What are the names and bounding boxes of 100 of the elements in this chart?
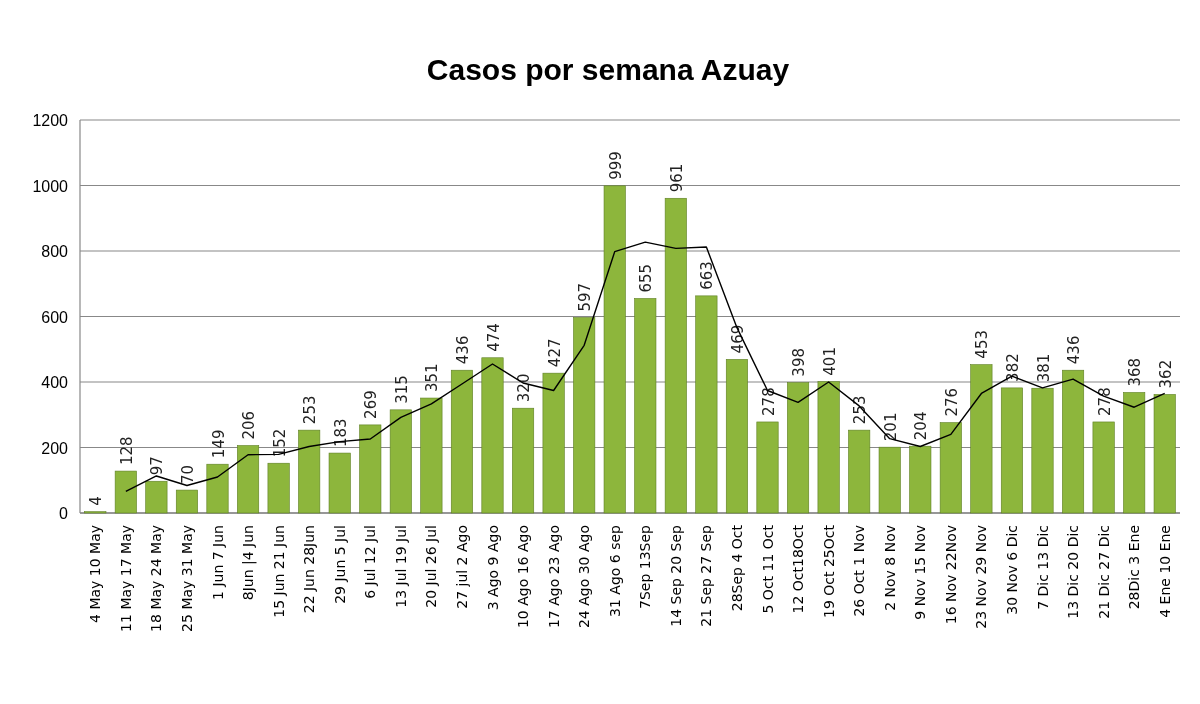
bar (1092, 421, 1115, 514)
x-tick-label: 16 Nov 22Nov (942, 525, 959, 625)
data-label: 201 (881, 412, 900, 442)
data-label: 315 (392, 375, 411, 404)
bar (939, 422, 962, 514)
data-label: 597 (576, 282, 595, 312)
x-tick-label: 6 Jul 12 Jul (362, 525, 379, 599)
x-tick-label: 7 Dic 13 Dic (1034, 525, 1051, 610)
bar (573, 317, 596, 514)
y-tick-label: 1200 (32, 112, 69, 129)
x-tick-label: 25 May 31 May (178, 525, 195, 632)
bar (542, 372, 565, 514)
bar (878, 446, 901, 514)
data-label: 206 (240, 410, 259, 440)
x-tick-label: 13 Jul 19 Jul (392, 525, 409, 608)
bar (359, 424, 382, 514)
x-tick-label: 10 Ago 16 Ago (515, 525, 532, 629)
bar (1153, 394, 1176, 514)
x-tick-label: 21 Dic 27 Dic (1095, 525, 1112, 619)
data-label: 204 (912, 411, 931, 441)
bar (145, 480, 168, 514)
bar (267, 462, 290, 514)
x-tick-label: 22 Jun 28Jun (301, 525, 318, 614)
data-label: 999 (606, 151, 625, 180)
data-label: 149 (209, 429, 228, 459)
x-tick-label: 8Jun |4 Jun (240, 525, 258, 601)
data-label: 320 (515, 373, 534, 403)
bar (450, 369, 473, 514)
data-label: 4 (87, 496, 106, 506)
data-label: 453 (973, 330, 992, 359)
data-label: 401 (820, 347, 839, 376)
data-label: 70 (178, 464, 197, 485)
data-label: 253 (851, 395, 870, 425)
x-tick-label: 31 Ago 6 sep (606, 524, 623, 617)
x-tick-label: 29 Jun 5 Jul (331, 525, 348, 604)
x-tick-label: 3 Ago 9 Ago (484, 525, 501, 611)
bar (512, 407, 535, 514)
data-label: 655 (637, 263, 656, 293)
x-tick-label: 27 jul 2 Ago (453, 525, 470, 609)
data-label: 469 (728, 324, 747, 354)
x-tick-label: 20 Jul 26 Jul (423, 525, 440, 608)
data-label: 398 (790, 348, 809, 377)
bar (1123, 392, 1146, 514)
data-label: 269 (362, 390, 381, 419)
bar (389, 409, 412, 514)
bar (725, 359, 748, 514)
y-tick-label: 1000 (32, 177, 69, 195)
bar (1062, 369, 1085, 514)
bar (695, 295, 718, 514)
x-tick-label: 2 Nov 8 Nov (881, 525, 898, 611)
chart-title: Casos por semana Azuay (426, 53, 790, 86)
y-tick-label: 0 (59, 505, 69, 522)
bar (970, 364, 993, 514)
x-tick-label: 5 Oct 11 Oct (759, 524, 776, 614)
x-tick-label: 14 Sep 20 Sep (667, 524, 684, 627)
data-label: 152 (270, 428, 289, 458)
data-label: 436 (453, 335, 472, 365)
x-tick-label: 13 Dic 20 Dic (1065, 525, 1082, 619)
x-tick-label: 11 May 17 May (117, 525, 134, 632)
data-label: 436 (1065, 335, 1084, 365)
data-label: 382 (1003, 353, 1022, 382)
bar (634, 298, 657, 514)
x-tick-label: 26 Oct 1 Nov (851, 525, 868, 617)
data-label: 474 (484, 323, 503, 352)
data-label: 97 (148, 456, 167, 476)
data-label: 961 (667, 163, 686, 193)
bar (848, 429, 871, 514)
y-tick-label: 400 (41, 374, 69, 391)
bar (206, 463, 229, 514)
y-tick-label: 800 (41, 243, 69, 260)
bar (756, 421, 779, 514)
x-tick-label: 4 Ene 10 Ene (1156, 525, 1173, 618)
bar (1031, 387, 1054, 514)
x-tick-label: 12 Oct18Oct (790, 524, 807, 614)
bar (328, 452, 351, 514)
data-label: 278 (1095, 387, 1114, 416)
bar (603, 185, 626, 514)
bar (481, 357, 504, 514)
data-label: 278 (759, 387, 778, 416)
data-label: 253 (301, 395, 320, 425)
bar (114, 470, 137, 514)
x-tick-label: 21 Sep 27 Sep (698, 524, 715, 627)
bar (1000, 387, 1023, 514)
x-tick-label: 18 May 24 May (148, 525, 165, 632)
bar (175, 489, 198, 514)
x-tick-label: 9 Nov 15 Nov (912, 525, 929, 620)
y-tick-label: 200 (41, 439, 69, 457)
x-tick-label: 30 Nov 6 Dic (1003, 525, 1020, 615)
data-label: 362 (1156, 359, 1175, 389)
bar (909, 445, 932, 514)
data-label: 381 (1034, 353, 1053, 383)
data-label: 368 (1126, 357, 1145, 387)
x-tick-label: 23 Nov 29 Nov (973, 525, 990, 629)
x-tick-label: 15 Jun 21 Jun (270, 525, 287, 618)
bar (298, 429, 321, 514)
x-tick-label: 17 Ago 23 Ago (545, 525, 562, 629)
data-label: 351 (423, 363, 442, 393)
data-label: 128 (117, 436, 136, 466)
bar (817, 381, 840, 514)
bar (420, 397, 443, 514)
